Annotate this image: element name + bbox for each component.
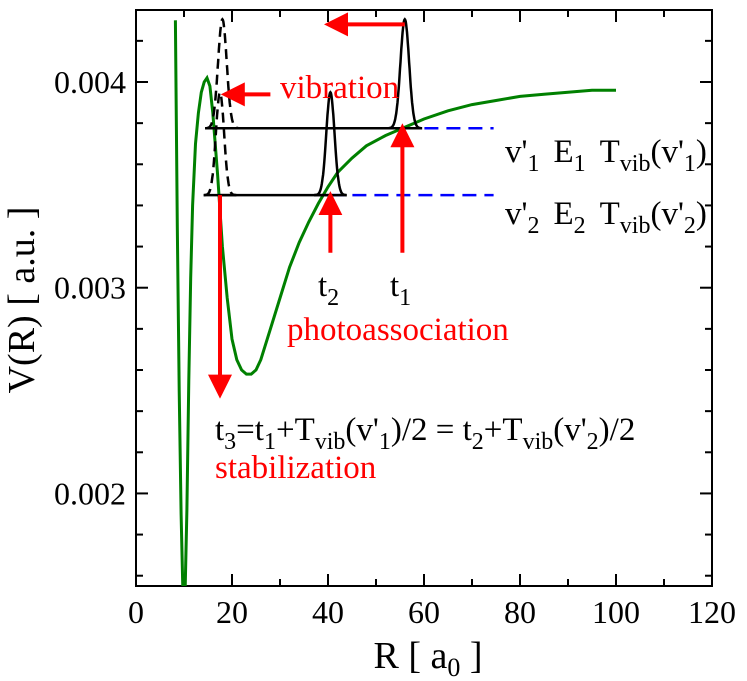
potential-curve xyxy=(173,20,616,586)
level2-label: v'2 E2 Tvib(v'2) xyxy=(505,196,707,239)
x-tick-label: 60 xyxy=(408,594,440,630)
t1-label: t1 xyxy=(390,268,411,311)
packet-t2-outer xyxy=(314,90,347,197)
axes: 0 20 40 60 80 100 120 0.002 0.003 0.004 xyxy=(54,9,736,630)
x-tick-label: 80 xyxy=(504,594,536,630)
plot-frame xyxy=(135,9,713,587)
marks xyxy=(173,17,616,586)
packet-inner-2 xyxy=(203,90,237,197)
x-axis-label: R [ a0 ] xyxy=(373,635,482,681)
t3-formula: t3=t1+Tvib(v'1)/2 = t2+Tvib(v'2)/2 xyxy=(215,412,635,455)
t2-label: t2 xyxy=(318,268,339,311)
x-tick-label: 100 xyxy=(592,594,640,630)
x-tick-label: 0 xyxy=(128,594,144,630)
y-tick-label: 0.004 xyxy=(54,64,126,100)
x-tick-label: 120 xyxy=(688,594,736,630)
y-tick-label: 0.002 xyxy=(54,475,126,511)
packet-inner-1 xyxy=(205,17,240,130)
photoassociation-label: photoassociation xyxy=(287,312,509,348)
y-tick-label: 0.003 xyxy=(54,270,126,306)
overlay xyxy=(208,12,415,399)
level1-label: v'1 E1 Tvib(v'1) xyxy=(505,134,707,177)
x-tick-label: 40 xyxy=(312,594,344,630)
x-tick-label: 20 xyxy=(216,594,248,630)
vibration-label: vibration xyxy=(280,70,399,106)
y-axis-label: V(R) [ a.u. ] xyxy=(1,207,43,394)
stabilization-label: stabilization xyxy=(215,450,376,486)
